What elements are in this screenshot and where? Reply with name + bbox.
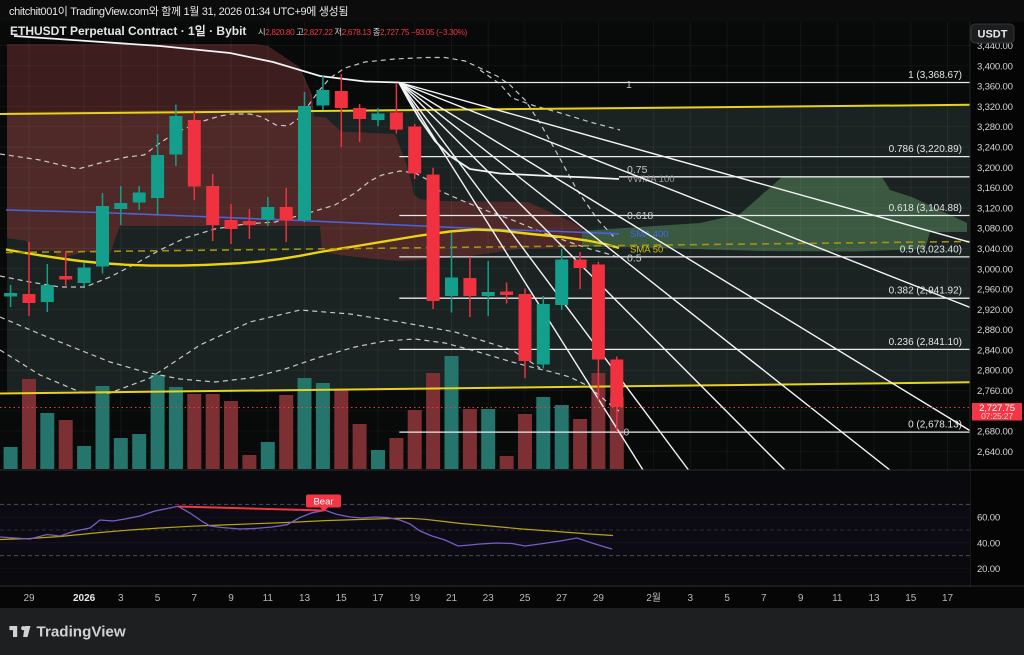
svg-text:0: 0 bbox=[624, 427, 630, 439]
svg-text:3,400.00: 3,400.00 bbox=[977, 61, 1013, 72]
svg-text:0.236 (2,841.10): 0.236 (2,841.10) bbox=[889, 337, 962, 348]
svg-text:1: 1 bbox=[626, 79, 632, 91]
svg-text:USDT: USDT bbox=[978, 29, 1008, 41]
svg-text:17: 17 bbox=[942, 593, 954, 604]
svg-text:3,160.00: 3,160.00 bbox=[977, 183, 1013, 194]
svg-text:0.5: 0.5 bbox=[627, 253, 642, 265]
svg-text:chitchit001이 TradingView.com와: chitchit001이 TradingView.com와 함께 1월 31, … bbox=[9, 5, 348, 18]
svg-text:2,880.00: 2,880.00 bbox=[977, 325, 1013, 336]
svg-text:15: 15 bbox=[336, 593, 348, 604]
svg-text:19: 19 bbox=[409, 593, 421, 604]
svg-text:5: 5 bbox=[724, 593, 730, 604]
svg-text:시2,820.80 고2,827.22 저2,678.13: 시2,820.80 고2,827.22 저2,678.13 종2,727.75 … bbox=[258, 27, 467, 37]
svg-text:3: 3 bbox=[688, 593, 694, 604]
svg-text:VWMA 100: VWMA 100 bbox=[627, 174, 675, 185]
svg-text:0.382 (2,941.92): 0.382 (2,941.92) bbox=[889, 286, 962, 297]
svg-text:3,120.00: 3,120.00 bbox=[977, 203, 1013, 214]
svg-text:2월: 2월 bbox=[646, 592, 661, 604]
svg-text:0 (2,678.13): 0 (2,678.13) bbox=[908, 420, 962, 431]
svg-text:2,920.00: 2,920.00 bbox=[977, 305, 1013, 316]
svg-text:7: 7 bbox=[192, 593, 198, 604]
svg-text:15: 15 bbox=[905, 593, 917, 604]
svg-text:29: 29 bbox=[23, 593, 35, 604]
svg-text:3,000.00: 3,000.00 bbox=[977, 264, 1013, 275]
svg-text:2,727.75: 2,727.75 bbox=[979, 403, 1015, 414]
svg-text:1 (3,368.67): 1 (3,368.67) bbox=[908, 70, 962, 81]
svg-text:3,080.00: 3,080.00 bbox=[977, 224, 1013, 235]
svg-text:2,640.00: 2,640.00 bbox=[977, 447, 1013, 458]
svg-text:20.00: 20.00 bbox=[977, 564, 1000, 575]
svg-text:23: 23 bbox=[483, 593, 495, 604]
svg-text:27: 27 bbox=[556, 593, 568, 604]
svg-text:07:25:27: 07:25:27 bbox=[981, 411, 1013, 421]
svg-text:2,800.00: 2,800.00 bbox=[977, 366, 1013, 377]
svg-text:21: 21 bbox=[446, 593, 458, 604]
svg-text:2,840.00: 2,840.00 bbox=[977, 345, 1013, 356]
svg-text:9: 9 bbox=[798, 593, 804, 604]
svg-text:0.5 (3,023.40): 0.5 (3,023.40) bbox=[900, 244, 962, 255]
svg-text:0.618 (3,104.88): 0.618 (3,104.88) bbox=[889, 203, 962, 214]
svg-text:0.786 (3,220.89): 0.786 (3,220.89) bbox=[889, 144, 962, 155]
svg-text:3,200.00: 3,200.00 bbox=[977, 163, 1013, 174]
svg-text:2,760.00: 2,760.00 bbox=[977, 386, 1013, 397]
svg-text:29: 29 bbox=[593, 593, 605, 604]
svg-text:7: 7 bbox=[761, 593, 767, 604]
svg-text:13: 13 bbox=[868, 593, 880, 604]
svg-text:Bear: Bear bbox=[313, 497, 333, 508]
svg-text:TradingView: TradingView bbox=[37, 624, 126, 641]
svg-text:3,440.00: 3,440.00 bbox=[977, 41, 1013, 52]
svg-text:11: 11 bbox=[832, 593, 843, 604]
svg-text:3: 3 bbox=[118, 593, 124, 604]
svg-text:0.618: 0.618 bbox=[627, 210, 653, 222]
svg-text:13: 13 bbox=[299, 593, 311, 604]
svg-text:11: 11 bbox=[263, 593, 274, 604]
svg-text:2,680.00: 2,680.00 bbox=[977, 427, 1013, 438]
svg-text:SMA 50: SMA 50 bbox=[630, 245, 663, 256]
svg-text:40.00: 40.00 bbox=[977, 538, 1000, 549]
svg-text:3,360.00: 3,360.00 bbox=[977, 82, 1013, 93]
svg-text:3,280.00: 3,280.00 bbox=[977, 122, 1013, 133]
svg-text:9: 9 bbox=[228, 593, 234, 604]
svg-text:25: 25 bbox=[519, 593, 531, 604]
svg-text:17: 17 bbox=[372, 593, 384, 604]
svg-text:3,240.00: 3,240.00 bbox=[977, 143, 1013, 154]
svg-text:60.00: 60.00 bbox=[977, 513, 1000, 524]
svg-text:5: 5 bbox=[155, 593, 161, 604]
svg-text:0.75: 0.75 bbox=[627, 164, 648, 176]
svg-text:2026: 2026 bbox=[73, 593, 96, 604]
svg-text:2,960.00: 2,960.00 bbox=[977, 285, 1013, 296]
svg-text:3,320.00: 3,320.00 bbox=[977, 102, 1013, 113]
svg-text:ETHUSDT Perpetual Contract · 1: ETHUSDT Perpetual Contract · 1일 · Bybit bbox=[10, 24, 246, 38]
svg-text:3,040.00: 3,040.00 bbox=[977, 244, 1013, 255]
